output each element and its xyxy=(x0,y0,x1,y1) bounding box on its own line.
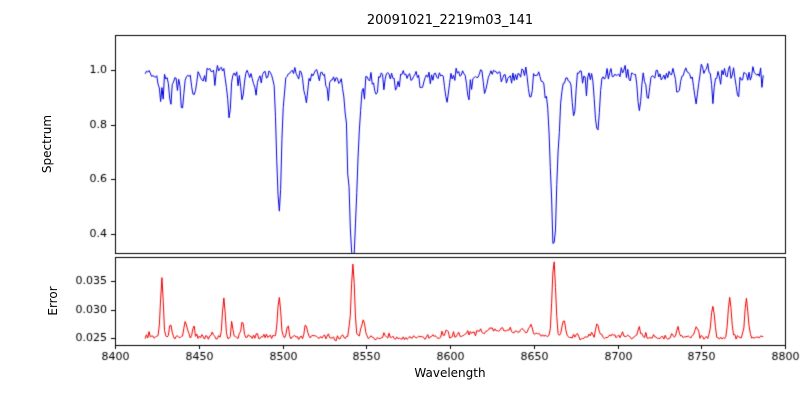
x-axis-label: Wavelength xyxy=(414,366,486,380)
chart-title: 20091021_2219m03_141 xyxy=(366,13,534,28)
spectrum-y-axis-label: Spectrum xyxy=(40,114,54,174)
error-y-axis-label: Error xyxy=(46,286,60,316)
